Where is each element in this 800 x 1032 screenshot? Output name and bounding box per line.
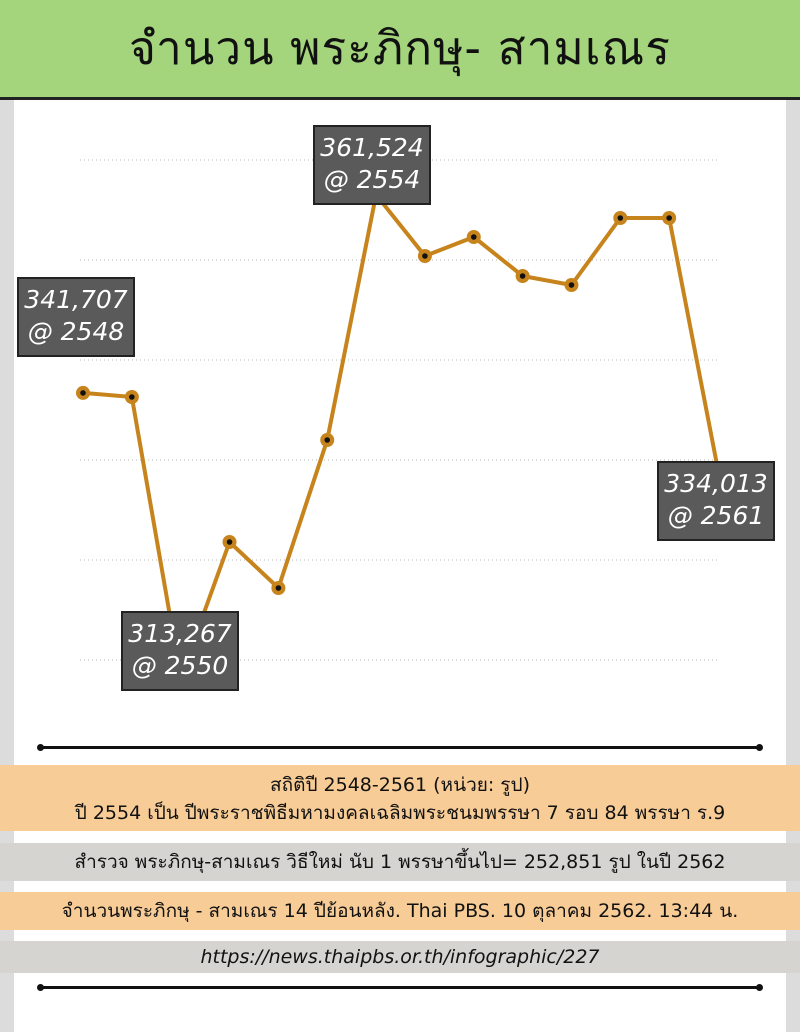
data-point-center-2556 — [470, 234, 477, 240]
chart-title: จำนวน พระภิกษุ- สามเณร — [129, 21, 671, 75]
source-url-link[interactable]: https://news.thaipbs.or.th/infographic/2… — [200, 946, 600, 968]
callout-box — [313, 125, 431, 205]
gridlines — [80, 159, 720, 661]
callout-box — [17, 277, 135, 357]
data-point-center-2555 — [422, 253, 428, 259]
data-point-center-2558 — [568, 282, 575, 288]
callout-2550: 313,267 @ 2550 — [121, 611, 239, 691]
source-text: จำนวนพระภิกษุ - สามเณร 14 ปีย้อนหลัง. Th… — [61, 900, 739, 922]
series-line — [82, 192, 720, 680]
callout-year: @ 2550 — [132, 651, 229, 680]
source-band: จำนวนพระภิกษุ - สามเณร 14 ปีย้อนหลัง. Th… — [0, 892, 800, 930]
data-point-center-2559 — [617, 215, 624, 221]
callout-2554: 361,524 @ 2554 — [313, 125, 431, 205]
callout-value: 361,524 — [320, 133, 423, 162]
data-points — [76, 187, 725, 685]
stats-range-text: สถิติปี 2548-2561 (หน่วย: รูป) — [270, 774, 530, 796]
data-point-center-2553 — [324, 437, 331, 443]
data-point-center-2557 — [519, 273, 526, 279]
url-band[interactable]: https://news.thaipbs.or.th/infographic/2… — [0, 941, 800, 973]
callout-box — [657, 461, 775, 541]
survey-band: สำรวจ พระภิกษุ-สามเณร วิธีใหม่ นับ 1 พรร… — [0, 843, 800, 881]
callout-value: 313,267 — [128, 619, 231, 648]
data-point-center-2552 — [275, 585, 282, 591]
divider-bottom — [37, 984, 763, 991]
data-point-center-2551 — [226, 539, 233, 545]
survey-text: สำรวจ พระภิกษุ-สามเณร วิธีใหม่ นับ 1 พรร… — [74, 851, 726, 873]
callout-value: 334,013 — [664, 469, 767, 498]
data-point-center-2549 — [129, 394, 135, 400]
title-bar: จำนวน พระภิกษุ- สามเณร — [0, 0, 800, 100]
callout-box — [121, 611, 239, 691]
data-point-center-2548 — [80, 390, 86, 396]
callout-value: 341,707 — [24, 285, 127, 314]
callout-2548: 341,707 @ 2548 — [17, 277, 135, 357]
stats-band: สถิติปี 2548-2561 (หน่วย: รูป) ปี 2554 เ… — [0, 765, 800, 831]
stats-note-text: ปี 2554 เป็น ปีพระราชพิธีมหามงคลเฉลิมพระ… — [74, 802, 726, 824]
divider-top — [37, 744, 763, 751]
callout-year: @ 2561 — [668, 501, 765, 530]
callout-year: @ 2548 — [28, 317, 125, 346]
callout-year: @ 2554 — [324, 165, 421, 194]
callout-2561: 334,013 @ 2561 — [657, 461, 775, 541]
data-point-center-2560 — [666, 215, 672, 221]
